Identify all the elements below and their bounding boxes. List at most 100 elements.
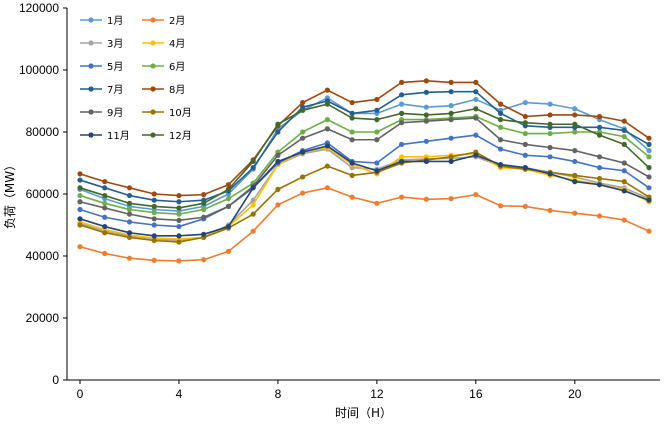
legend-marker xyxy=(88,132,94,138)
series-group xyxy=(77,78,652,264)
data-point xyxy=(349,194,355,200)
data-point xyxy=(275,186,281,192)
data-point xyxy=(250,202,256,208)
data-point xyxy=(201,200,207,206)
data-point xyxy=(522,130,528,137)
data-point xyxy=(176,211,182,217)
data-point xyxy=(473,115,479,121)
legend-marker xyxy=(88,109,94,115)
data-point xyxy=(300,190,306,196)
legend-entry: 9月 xyxy=(80,107,123,119)
data-point xyxy=(522,165,528,171)
data-point xyxy=(646,174,652,180)
data-point xyxy=(448,117,454,123)
series-line xyxy=(79,80,650,197)
legend-marker xyxy=(88,86,94,92)
data-point xyxy=(522,203,528,209)
data-point xyxy=(102,205,108,211)
data-point xyxy=(423,158,429,165)
data-point xyxy=(102,200,108,206)
data-point xyxy=(522,113,528,120)
data-point xyxy=(547,171,553,177)
data-point xyxy=(374,107,380,113)
data-point xyxy=(646,185,652,191)
data-point xyxy=(621,168,627,174)
data-point xyxy=(300,99,306,106)
data-point xyxy=(646,228,652,234)
data-point xyxy=(572,158,578,165)
data-point xyxy=(572,148,578,154)
data-point xyxy=(349,129,355,135)
data-point xyxy=(448,196,454,202)
data-point xyxy=(473,132,479,138)
data-point xyxy=(572,106,578,112)
data-point xyxy=(572,121,578,127)
data-point xyxy=(596,154,603,160)
data-point xyxy=(522,99,528,106)
data-point xyxy=(349,110,355,116)
data-point xyxy=(250,228,256,234)
legend-entry: 8月 xyxy=(142,84,185,96)
legend-entry: 11月 xyxy=(80,130,130,142)
data-point xyxy=(448,158,454,165)
data-point xyxy=(77,171,83,177)
data-point xyxy=(126,255,133,261)
data-point xyxy=(448,110,454,116)
data-point xyxy=(324,185,330,191)
y-axis-title: 负荷（MW） xyxy=(3,159,17,229)
legend-marker xyxy=(88,63,94,69)
data-point xyxy=(399,110,405,116)
series-9 xyxy=(77,115,652,223)
legend-label: 9月 xyxy=(107,107,123,119)
data-point xyxy=(300,129,306,135)
data-point xyxy=(473,96,479,103)
data-point xyxy=(77,185,83,191)
data-point xyxy=(300,135,306,141)
data-point xyxy=(102,192,108,199)
data-point xyxy=(547,207,553,214)
data-point xyxy=(126,234,133,240)
data-point xyxy=(448,154,454,160)
series-line xyxy=(79,187,650,262)
legend-entry: 12月 xyxy=(142,130,192,142)
legend-marker xyxy=(150,63,156,69)
data-point xyxy=(596,175,603,182)
data-point xyxy=(151,216,157,222)
data-point xyxy=(621,127,627,134)
y-tick-label: 20000 xyxy=(26,311,60,325)
data-point xyxy=(225,186,232,192)
legend-label: 3月 xyxy=(107,38,123,50)
legend: 1月 2月 3月 4月 5月 6月 7月 8月 9月 10月 11月 12月 xyxy=(80,15,192,142)
data-point xyxy=(596,165,603,171)
data-point xyxy=(497,146,504,152)
data-point xyxy=(547,101,553,107)
data-point xyxy=(126,211,133,217)
y-tick-label: 100000 xyxy=(19,63,59,77)
data-point xyxy=(300,174,306,180)
data-point xyxy=(448,135,454,141)
legend-label: 7月 xyxy=(107,84,123,96)
data-point xyxy=(596,124,603,130)
data-point xyxy=(151,191,157,197)
data-point xyxy=(646,154,652,160)
data-point xyxy=(399,194,405,200)
legend-label: 11月 xyxy=(107,130,130,142)
data-point xyxy=(225,196,232,202)
series-line xyxy=(79,117,650,222)
data-point xyxy=(547,112,553,118)
data-point xyxy=(522,141,528,147)
data-point xyxy=(201,214,207,220)
data-point xyxy=(473,79,479,85)
data-point xyxy=(324,126,330,132)
legend-marker xyxy=(150,40,156,46)
legend-marker xyxy=(150,109,156,115)
data-point xyxy=(621,217,627,223)
data-point xyxy=(448,103,454,109)
data-point xyxy=(201,231,207,237)
legend-marker xyxy=(150,17,156,23)
data-point xyxy=(77,192,83,199)
data-point xyxy=(547,130,553,137)
data-point xyxy=(225,223,232,230)
data-point xyxy=(151,203,157,209)
